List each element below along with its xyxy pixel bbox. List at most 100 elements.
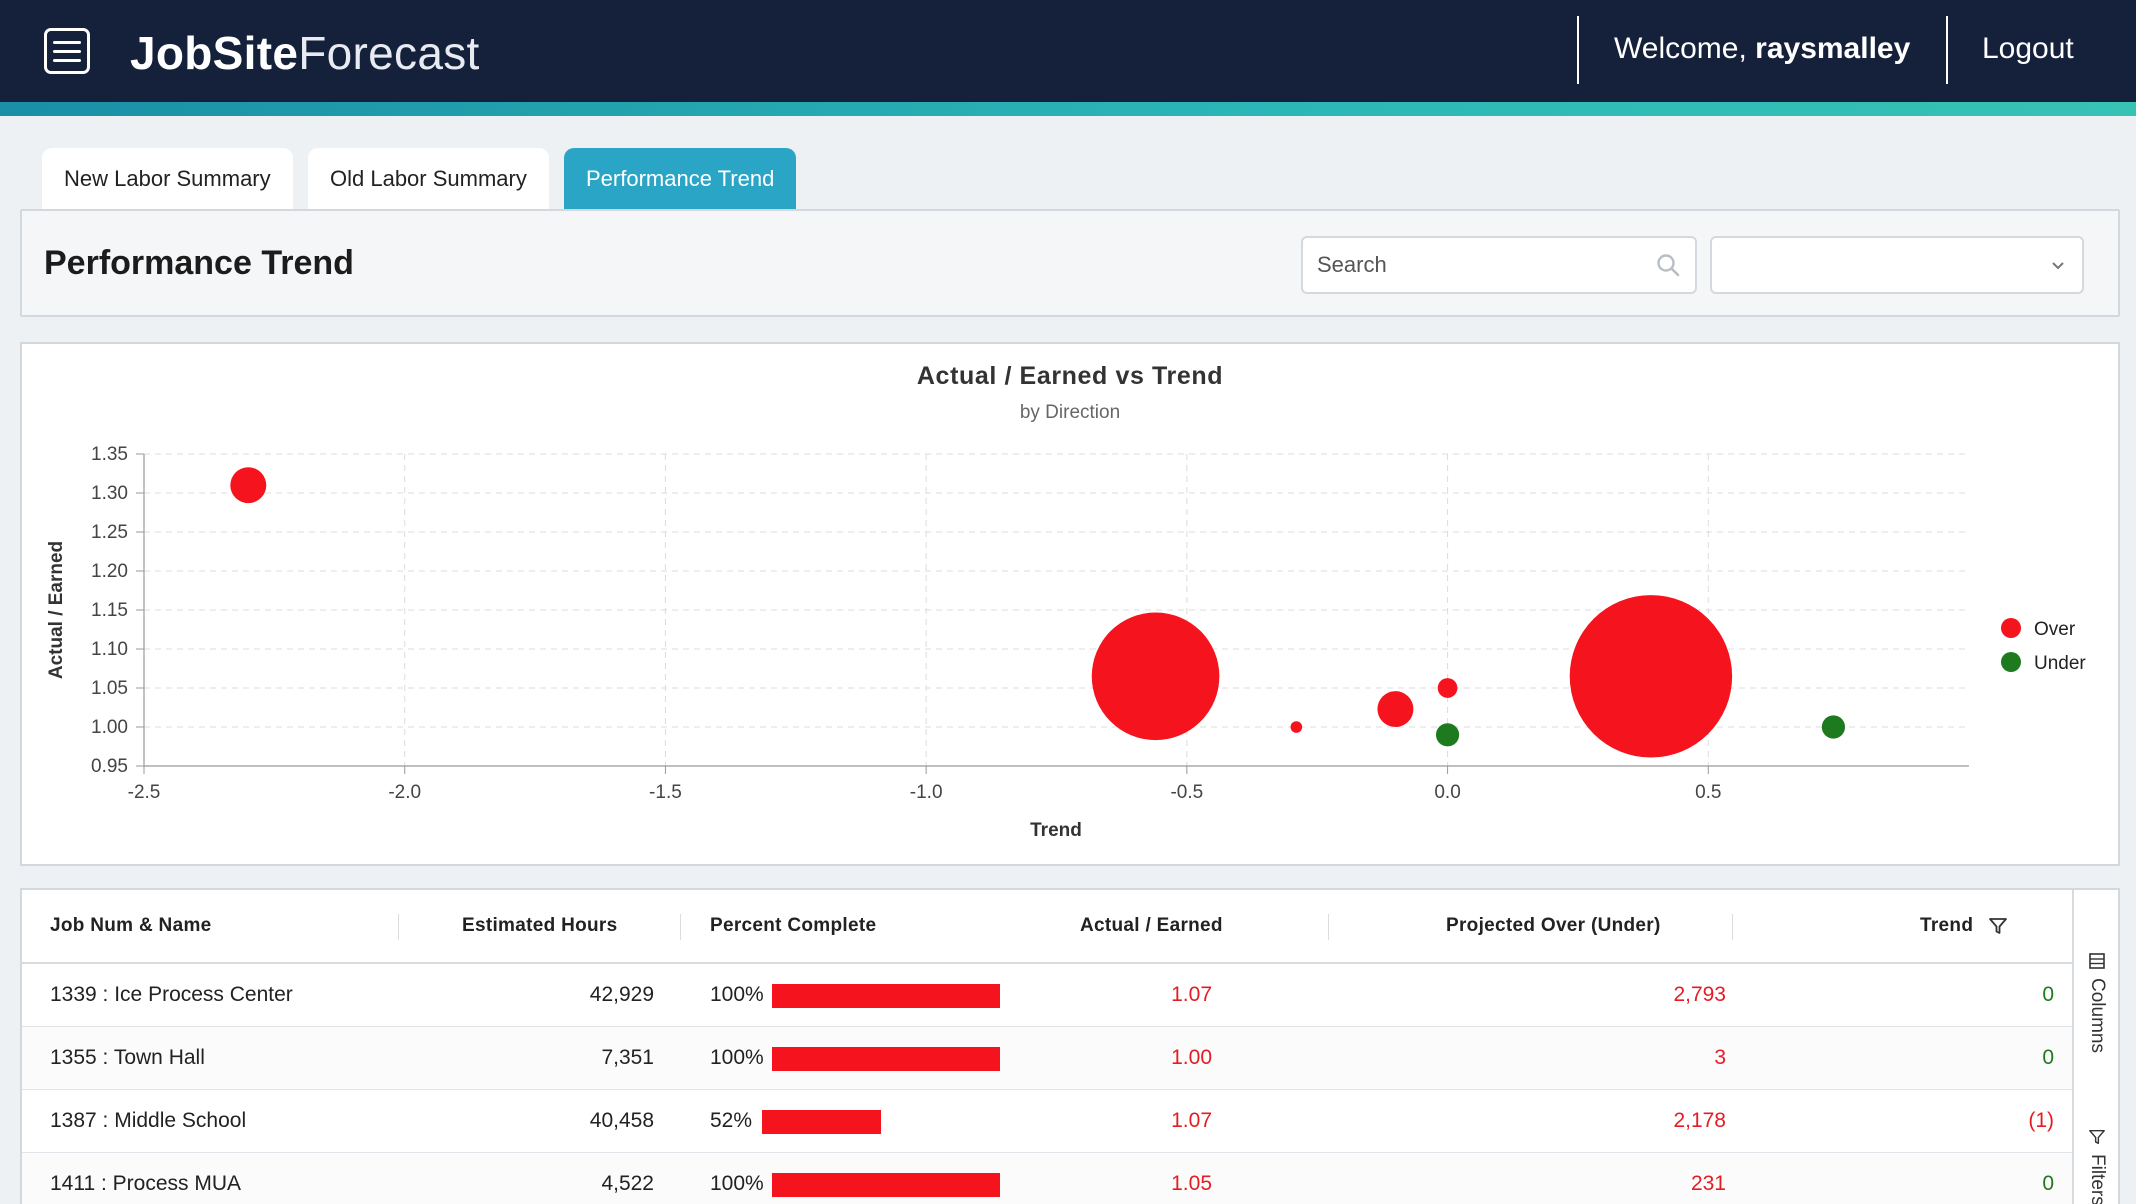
header-projected-over-under[interactable]: Projected Over (Under)	[1446, 915, 1661, 936]
data-point-over	[1569, 595, 1733, 758]
chevron-down-icon	[2052, 262, 2064, 270]
menu-icon-line	[53, 58, 81, 62]
y-tick-label: 0.95	[91, 756, 128, 777]
table-row[interactable]: 1411 : Process MUA 4,522 100% 1.05 231 0	[22, 1153, 2072, 1204]
cell-actual-earned: 1.07	[1171, 983, 1212, 1006]
search-input[interactable]	[1317, 238, 1637, 292]
data-point-under	[1821, 715, 1846, 739]
cell-actual-earned: 1.05	[1171, 1172, 1212, 1195]
x-tick-label: -1.5	[649, 782, 682, 803]
y-tick-label: 1.15	[91, 600, 128, 621]
filter-icon	[2089, 1129, 2105, 1145]
data-point-over	[1437, 678, 1458, 698]
cell-trend: 0	[2042, 983, 2054, 1006]
tab-new-labor-summary[interactable]: New Labor Summary	[42, 148, 293, 210]
scatter-chart: Actual / Earned vs Trend by Direction 0.95…	[46, 362, 2086, 841]
table-row[interactable]: 1339 : Ice Process Center 42,929 100% 1.07 2…	[22, 964, 2072, 1027]
menu-icon-line	[53, 49, 81, 53]
y-tick-label: 1.25	[91, 522, 128, 543]
x-tick-label: 0.0	[1434, 782, 1460, 803]
cell-estimated-hours: 4,522	[601, 1172, 654, 1195]
cell-percent-label: 100%	[710, 983, 764, 1006]
cell-projected-over-under: 231	[1690, 1172, 1726, 1195]
cell-actual-earned: 1.00	[1171, 1046, 1212, 1069]
app-logo[interactable]: JobSiteForecast	[130, 26, 480, 80]
data-point-under	[1435, 723, 1460, 747]
title-panel: Performance Trend	[20, 209, 2120, 317]
header-accent-bar	[0, 102, 2136, 116]
percent-complete-bar	[772, 984, 1000, 1008]
columns-panel-button[interactable]: Columns	[2074, 952, 2118, 1053]
percent-complete-bar	[772, 1173, 1000, 1197]
logout-link[interactable]: Logout	[1982, 32, 2074, 65]
legend-marker-over	[2001, 618, 2021, 638]
cell-trend: (1)	[2028, 1109, 2054, 1132]
search-box[interactable]	[1301, 236, 1697, 294]
y-tick-label: 1.05	[91, 678, 128, 699]
header-resize-handle[interactable]	[1732, 914, 1733, 940]
filters-label: Filters	[2087, 1154, 2108, 1204]
cell-actual-earned: 1.07	[1171, 1109, 1212, 1132]
cell-percent-label: 100%	[710, 1046, 764, 1069]
chart-panel: Actual / Earned vs Trend by Direction 0.95…	[20, 342, 2120, 866]
chart-title: Actual / Earned vs Trend	[917, 362, 1223, 390]
table-row[interactable]: 1355 : Town Hall 7,351 100% 1.00 3 0	[22, 1027, 2072, 1090]
filter-icon[interactable]	[1988, 916, 2008, 936]
legend-label-over: Over	[2034, 619, 2076, 640]
cell-job-name: 1411 : Process MUA	[50, 1172, 242, 1195]
page-title: Performance Trend	[44, 244, 354, 282]
cell-percent-label: 100%	[710, 1172, 764, 1195]
cell-projected-over-under: 3	[1714, 1046, 1726, 1069]
cell-projected-over-under: 2,793	[1673, 983, 1726, 1006]
columns-icon	[2089, 953, 2105, 969]
percent-complete-bar	[762, 1110, 881, 1134]
tab-old-labor-summary[interactable]: Old Labor Summary	[308, 148, 549, 210]
cell-estimated-hours: 40,458	[589, 1109, 654, 1132]
header-estimated-hours[interactable]: Estimated Hours	[462, 915, 618, 936]
cell-job-name: 1339 : Ice Process Center	[50, 983, 293, 1006]
app-header: JobSiteForecast Welcome, raysmalley Logo…	[0, 0, 2136, 102]
header-divider	[1577, 16, 1579, 84]
x-tick-label: -2.0	[388, 782, 421, 803]
y-axis-label: Actual / Earned	[46, 541, 67, 679]
header-trend[interactable]: Trend	[1920, 915, 1974, 936]
header-actual-earned[interactable]: Actual / Earned	[1080, 915, 1223, 936]
brand-bold: JobSite	[130, 27, 299, 79]
table-row[interactable]: 1387 : Middle School 40,458 52% 1.07 2,178 (1…	[22, 1090, 2072, 1153]
cell-trend: 0	[2042, 1046, 2054, 1069]
header-divider	[1946, 16, 1948, 84]
data-point-over	[1091, 612, 1220, 741]
legend-marker-under	[2001, 652, 2021, 672]
x-axis-label: Trend	[1030, 820, 1082, 841]
cell-estimated-hours: 42,929	[589, 983, 654, 1006]
y-tick-label: 1.20	[91, 561, 128, 582]
hamburger-menu-button[interactable]	[44, 28, 90, 74]
legend-label-under: Under	[2034, 653, 2086, 674]
y-tick-label: 1.00	[91, 717, 128, 738]
data-point-over	[1377, 691, 1414, 728]
grid-header: Job Num & Name Estimated Hours Percent C…	[22, 890, 2072, 964]
header-resize-handle[interactable]	[398, 914, 399, 940]
header-resize-handle[interactable]	[1328, 914, 1329, 940]
cell-job-name: 1355 : Town Hall	[50, 1046, 205, 1069]
filter-select[interactable]	[1710, 236, 2084, 294]
chart-subtitle: by Direction	[1020, 402, 1120, 423]
y-tick-label: 1.30	[91, 483, 128, 504]
search-icon[interactable]	[1655, 252, 1681, 278]
header-job-name[interactable]: Job Num & Name	[50, 915, 212, 936]
data-point-over	[230, 467, 267, 504]
percent-complete-bar	[772, 1047, 1000, 1071]
x-tick-label: -2.5	[128, 782, 161, 803]
data-grid: Job Num & Name Estimated Hours Percent C…	[20, 888, 2120, 1204]
header-resize-handle[interactable]	[680, 914, 681, 940]
tab-performance-trend[interactable]: Performance Trend	[564, 148, 797, 210]
welcome-text: Welcome, raysmalley	[1614, 32, 1910, 66]
cell-projected-over-under: 2,178	[1673, 1109, 1726, 1132]
filters-panel-button[interactable]: Filters	[2074, 1128, 2118, 1204]
username: raysmalley	[1755, 32, 1911, 65]
header-percent-complete[interactable]: Percent Complete	[710, 915, 877, 936]
data-point-over	[1290, 721, 1303, 733]
cell-job-name: 1387 : Middle School	[50, 1109, 247, 1132]
welcome-prefix: Welcome,	[1614, 32, 1756, 65]
x-tick-label: -1.0	[910, 782, 943, 803]
